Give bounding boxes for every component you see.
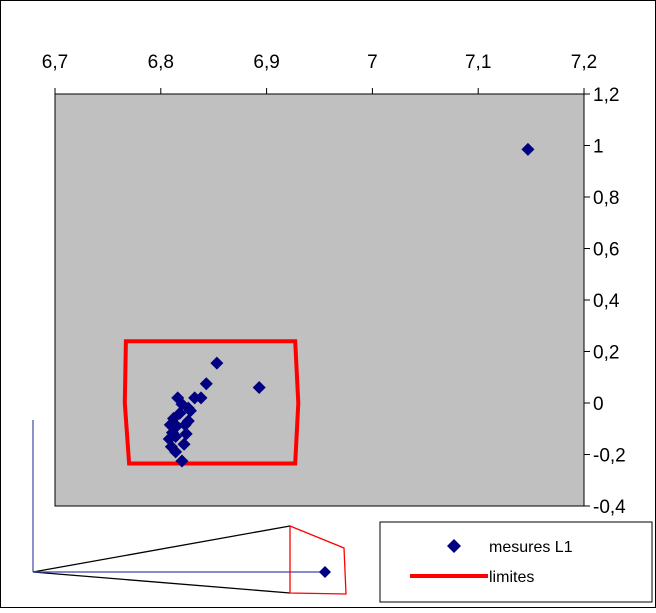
data-point	[521, 142, 535, 156]
data-point	[252, 381, 266, 395]
data-point	[199, 377, 213, 391]
data-point	[175, 454, 189, 468]
y-tick-label: -0,4	[593, 497, 626, 518]
x-tick-label: 7	[367, 52, 378, 73]
y-tick-label: 0,4	[593, 291, 620, 312]
legend: mesures L1 limites	[379, 521, 653, 603]
data-point	[162, 432, 176, 446]
data-point	[163, 418, 177, 432]
y-tick-label: 0,6	[593, 240, 619, 261]
legend-label-mesures: mesures L1	[489, 539, 573, 556]
inset-zoom-diagram	[32, 420, 347, 595]
plot-area	[54, 93, 585, 507]
data-point	[188, 391, 202, 405]
y-tick-label: 1	[593, 137, 604, 158]
x-tick-label: 6,8	[148, 52, 174, 73]
y-tick-label: 1,2	[593, 85, 619, 106]
y-tick-label: 0,2	[593, 343, 619, 364]
data-point	[169, 445, 183, 459]
x-tick-label: 7,1	[465, 52, 491, 73]
y-axis: 1,2 1 0,8 0,6 0,4 0,2 0 -0,2 -0,4	[583, 85, 626, 518]
y-tick-label: 0	[593, 394, 604, 415]
data-point	[177, 437, 191, 451]
legend-diamond-marker	[447, 539, 461, 553]
y-tick-label: 0,8	[593, 188, 619, 209]
data-point	[171, 391, 185, 405]
data-point	[178, 418, 192, 432]
inset-cone-bottom-line	[32, 571, 291, 594]
series-limites	[122, 339, 301, 466]
series-mesures-l1	[162, 142, 535, 468]
x-tick-label: 6,7	[42, 52, 68, 73]
limites-polygon	[122, 339, 301, 466]
x-tick-label: 7,2	[571, 52, 597, 73]
data-point	[181, 401, 195, 415]
legend-box	[379, 521, 653, 603]
data-point	[210, 356, 224, 370]
x-axis: 6,7 6,8 6,9 7 7,1 7,2	[42, 52, 597, 95]
data-point	[179, 427, 193, 441]
inset-point-marker	[319, 566, 331, 578]
x-tick-label: 6,9	[253, 52, 279, 73]
y-tick-label: -0,2	[593, 446, 626, 467]
inset-limit-box	[289, 525, 347, 595]
legend-label-limites: limites	[489, 569, 534, 586]
inset-cone-top-line	[32, 525, 291, 573]
